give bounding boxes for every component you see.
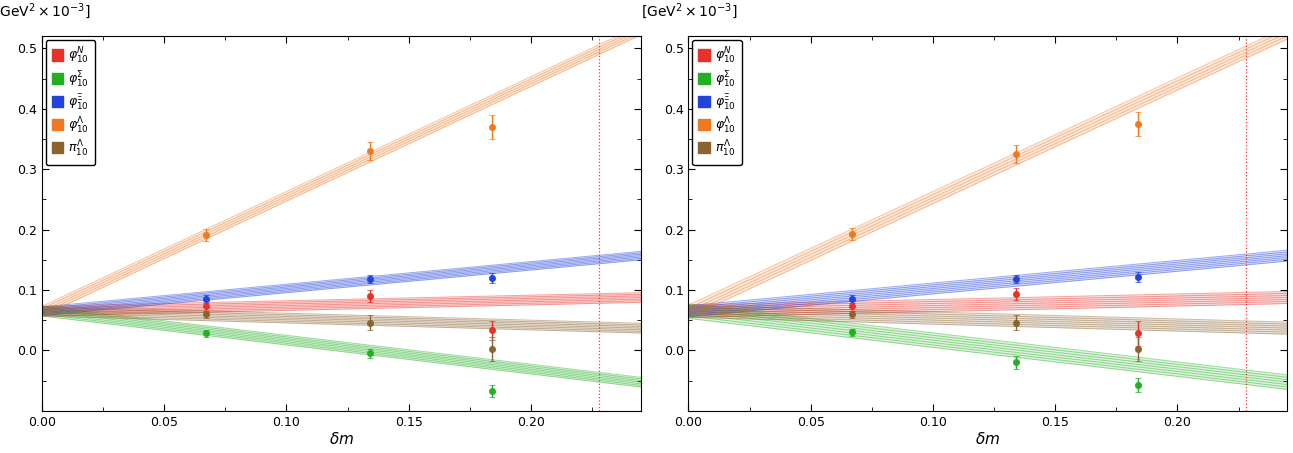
Text: [GeV$^2 \times 10^{-3}$]: [GeV$^2 \times 10^{-3}$] <box>640 1 737 21</box>
Legend: $\varphi_{10}^{N}$, $\varphi_{10}^{\Sigma}$, $\varphi_{10}^{\Xi}$, $\varphi_{10}: $\varphi_{10}^{N}$, $\varphi_{10}^{\Sigm… <box>692 40 742 165</box>
X-axis label: $\delta m$: $\delta m$ <box>975 431 1001 448</box>
X-axis label: $\delta m$: $\delta m$ <box>328 431 354 448</box>
Legend: $\varphi_{10}^{N}$, $\varphi_{10}^{\Sigma}$, $\varphi_{10}^{\Xi}$, $\varphi_{10}: $\varphi_{10}^{N}$, $\varphi_{10}^{\Sigm… <box>45 40 96 165</box>
Text: [GeV$^2 \times 10^{-3}$]: [GeV$^2 \times 10^{-3}$] <box>0 1 91 21</box>
